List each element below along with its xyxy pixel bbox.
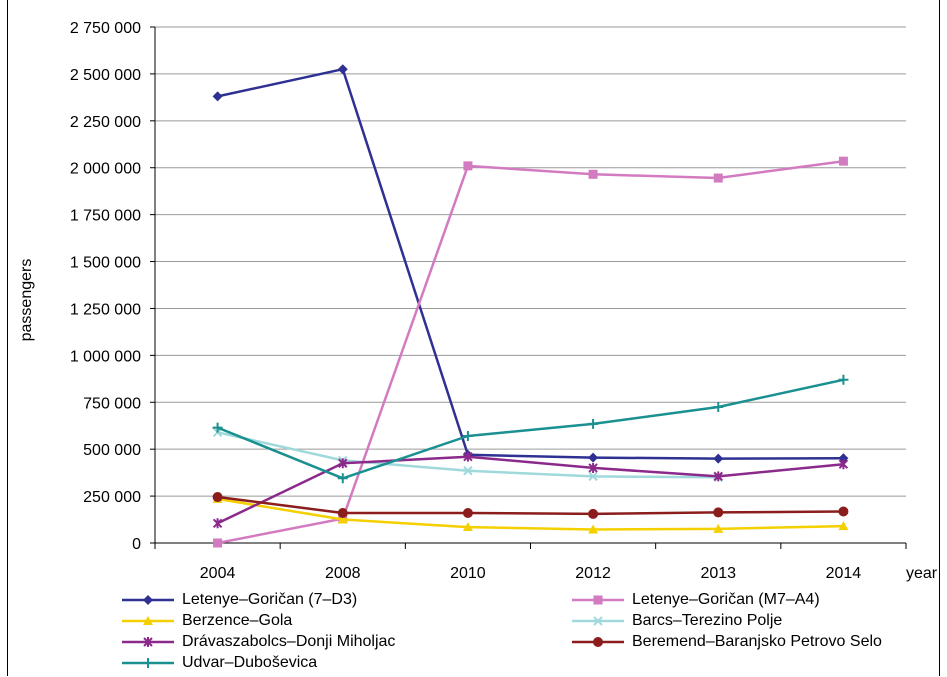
data-point bbox=[713, 401, 724, 412]
data-point bbox=[838, 374, 849, 385]
series-line bbox=[217, 455, 844, 525]
legend-swatch bbox=[122, 595, 174, 605]
data-point bbox=[212, 422, 223, 433]
series-line bbox=[217, 159, 844, 545]
data-point bbox=[588, 524, 599, 534]
legend-label: Drávaszabolcs–Donji Miholjac bbox=[182, 633, 396, 650]
data-point bbox=[838, 506, 849, 517]
data-point bbox=[588, 418, 599, 429]
y-tick-label: 2 250 000 bbox=[70, 114, 141, 131]
series-line bbox=[217, 378, 844, 480]
data-point bbox=[462, 507, 473, 518]
legend-swatch bbox=[572, 637, 624, 647]
axes: 2004 2008 2010 2012 2013 2014 bbox=[154, 27, 907, 582]
legend-swatch bbox=[572, 595, 624, 605]
legend-swatch bbox=[122, 637, 174, 647]
legend-item: Drávaszabolcs–Donji Miholjac bbox=[120, 632, 395, 652]
y-tick-label: 1 750 000 bbox=[70, 208, 141, 225]
legend-swatch bbox=[122, 658, 174, 668]
legend-marker bbox=[593, 616, 603, 626]
legend-marker bbox=[593, 637, 603, 647]
y-tick-label: 250 000 bbox=[83, 489, 141, 506]
legend-label: Letenye–Goričan (M7–A4) bbox=[632, 591, 820, 608]
y-tick-label: 2 750 000 bbox=[70, 20, 141, 37]
data-point bbox=[463, 161, 473, 171]
legend-marker bbox=[593, 595, 603, 605]
data-point bbox=[337, 473, 348, 484]
series-4 bbox=[212, 451, 849, 529]
y-axis-label: passengers bbox=[18, 259, 35, 342]
data-point bbox=[338, 458, 348, 469]
data-point bbox=[212, 492, 223, 503]
series-layer bbox=[212, 64, 849, 548]
x-tick-label: 2013 bbox=[700, 565, 736, 582]
legend-item: Letenye–Goričan (7–D3) bbox=[120, 590, 357, 610]
legend-swatch bbox=[122, 616, 174, 625]
data-point bbox=[713, 507, 724, 518]
series-line bbox=[217, 497, 844, 531]
data-point bbox=[838, 156, 848, 166]
chart-frame bbox=[7, 0, 940, 676]
legend-marker bbox=[143, 616, 153, 625]
data-point bbox=[713, 453, 724, 464]
y-tick-label: 1 250 000 bbox=[70, 301, 141, 318]
legend-item: Udvar–Duboševica bbox=[120, 653, 317, 673]
gridlines bbox=[155, 26, 906, 497]
legend-swatch bbox=[572, 616, 624, 626]
y-axis-ticks: 0 250 000 500 000 750 000 1 000 000 1 250 000… bbox=[70, 20, 155, 553]
data-point bbox=[713, 523, 724, 533]
data-point bbox=[588, 462, 598, 473]
data-point bbox=[337, 507, 348, 518]
x-tick-label: 2004 bbox=[200, 565, 236, 582]
legend-label: Letenye–Goričan (7–D3) bbox=[182, 591, 358, 608]
data-point bbox=[838, 521, 849, 531]
x-tick-label: 2012 bbox=[575, 565, 611, 582]
data-point bbox=[212, 518, 223, 529]
data-point bbox=[337, 514, 348, 524]
series-line bbox=[217, 67, 844, 460]
data-point bbox=[588, 452, 599, 463]
data-point bbox=[838, 459, 849, 470]
series-6 bbox=[212, 374, 849, 484]
legend-marker bbox=[143, 658, 153, 668]
data-point bbox=[713, 173, 723, 183]
series-line bbox=[217, 495, 844, 516]
data-point bbox=[462, 522, 473, 532]
data-point bbox=[463, 451, 473, 462]
legend-label: Barcs–Terezino Polje bbox=[632, 612, 783, 629]
series-5 bbox=[212, 492, 849, 519]
data-point bbox=[212, 91, 223, 102]
series-1 bbox=[213, 156, 848, 548]
y-tick-label: 1 000 000 bbox=[70, 348, 141, 365]
data-point bbox=[588, 471, 598, 482]
legend-item: Berzence–Gola bbox=[120, 611, 292, 631]
data-point bbox=[463, 466, 473, 476]
x-tick-label: 2010 bbox=[450, 565, 486, 582]
y-tick-label: 750 000 bbox=[83, 395, 141, 412]
data-point bbox=[213, 538, 223, 548]
x-axis-label: year bbox=[906, 565, 938, 582]
x-tick-label: 2008 bbox=[325, 565, 361, 582]
x-tick-label: 2014 bbox=[826, 565, 862, 582]
y-tick-label: 0 bbox=[132, 536, 141, 553]
data-point bbox=[588, 169, 598, 179]
y-tick-label: 500 000 bbox=[83, 442, 141, 459]
data-point bbox=[713, 471, 723, 482]
data-point bbox=[462, 431, 473, 442]
legend-item: Letenye–Goričan (M7–A4) bbox=[570, 590, 820, 610]
y-tick-label: 2 500 000 bbox=[70, 67, 141, 84]
y-tick-label: 1 500 000 bbox=[70, 255, 141, 272]
data-point bbox=[588, 508, 599, 519]
legend-item: Beremend–Baranjsko Petrovo Selo bbox=[570, 632, 882, 652]
legend-label: Beremend–Baranjsko Petrovo Selo bbox=[632, 633, 882, 650]
legend-item: Barcs–Terezino Polje bbox=[570, 611, 782, 631]
legend-label: Berzence–Gola bbox=[182, 612, 293, 629]
legend-label: Udvar–Duboševica bbox=[182, 654, 318, 671]
legend-marker bbox=[143, 637, 153, 647]
data-point bbox=[337, 64, 348, 75]
series-0 bbox=[212, 64, 849, 464]
legend-marker bbox=[143, 595, 153, 605]
y-tick-label: 2 000 000 bbox=[70, 161, 141, 178]
